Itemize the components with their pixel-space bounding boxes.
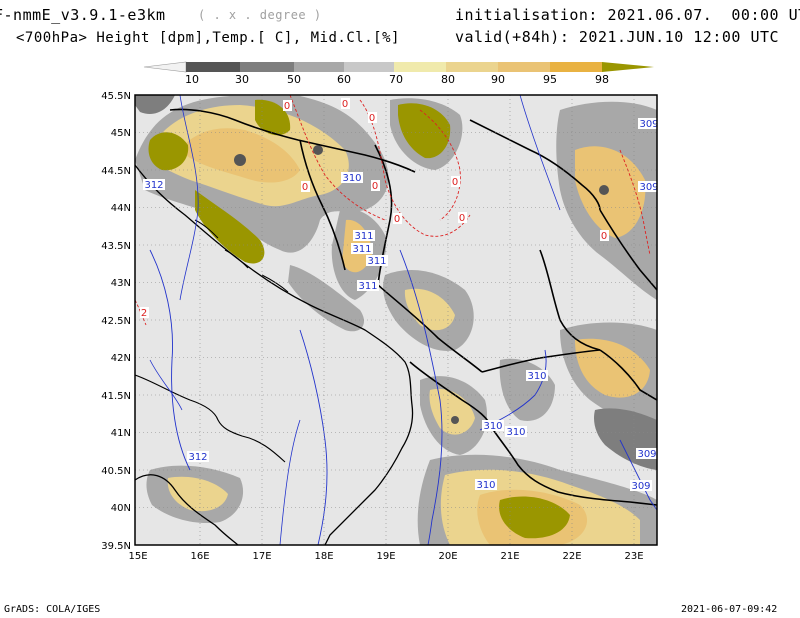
height-label: 310	[527, 371, 546, 382]
lon-label: 18E	[314, 551, 333, 562]
lon-label: 16E	[190, 551, 209, 562]
height-label: 311	[354, 231, 373, 242]
temp-label: 0	[601, 231, 607, 242]
colorbar-label: 90	[491, 73, 505, 86]
border	[599, 349, 657, 401]
temp-label: 0	[452, 177, 458, 188]
cloud-cover-field	[135, 95, 657, 545]
colorbar-swatch	[394, 62, 446, 72]
temp-label: 0	[369, 113, 375, 124]
border	[409, 361, 493, 429]
temp-label: 0	[342, 99, 348, 110]
border	[374, 144, 393, 286]
creation-timestamp: 2021-06-07-09:42	[681, 604, 778, 615]
height-label: 309	[639, 119, 658, 130]
height-label: 312	[144, 180, 163, 191]
lat-label: 41.5N	[101, 391, 131, 402]
lat-label: 40.5N	[101, 466, 131, 477]
temp-label: 0	[284, 101, 290, 112]
valid-time: valid(+84h): 2021.JUN.10 12:00 UTC	[455, 28, 780, 46]
lon-label: 17E	[252, 551, 271, 562]
height-label: 310	[483, 421, 502, 432]
temp-label: 0	[459, 213, 465, 224]
lon-label: 21E	[500, 551, 519, 562]
colorbar-swatch	[240, 62, 294, 72]
colorbar-label: 70	[389, 73, 403, 86]
apulia-coast	[135, 374, 286, 463]
colorbar-label: 98	[595, 73, 609, 86]
border	[169, 108, 416, 173]
height-label: 311	[358, 281, 377, 292]
height-label: 310	[342, 173, 361, 184]
height-label: 311	[367, 256, 386, 267]
colorbar-label: 50	[287, 73, 301, 86]
lat-label: 45N	[111, 128, 131, 139]
temp-label: 0	[302, 182, 308, 193]
border	[377, 284, 483, 373]
lat-label: 42.5N	[101, 316, 131, 327]
lat-label: 41N	[111, 428, 131, 439]
border	[469, 119, 601, 211]
model-subtitle: ( . x . degree )	[198, 8, 322, 22]
temp-label: 0	[394, 214, 400, 225]
lon-label: 23E	[624, 551, 643, 562]
italy-coast	[135, 474, 239, 545]
height-label: 310	[476, 480, 495, 491]
height-label: 309	[631, 481, 650, 492]
lat-label: 40N	[111, 503, 131, 514]
border	[599, 209, 657, 291]
lon-label: 22E	[562, 551, 581, 562]
height-label: 310	[506, 427, 525, 438]
border	[491, 427, 657, 506]
height-label: 311	[352, 244, 371, 255]
lat-label: 44.5N	[101, 166, 131, 177]
grads-credit: GrADS: COLA/IGES	[4, 604, 101, 615]
latitude-labels: 45.5N 45N 44.5N 44N 43.5N 43N 42.5N 42N …	[101, 91, 131, 552]
lon-label: 15E	[128, 551, 147, 562]
coastline	[135, 164, 414, 545]
colorbar-swatch	[186, 62, 240, 72]
temp-label: 0	[372, 181, 378, 192]
temp-label: 2	[141, 308, 147, 319]
lat-label: 39.5N	[101, 541, 131, 552]
colorbar-label: 30	[235, 73, 249, 86]
colorbar-swatch	[550, 62, 602, 72]
colorbar-high-arrow	[602, 62, 654, 72]
graticule	[135, 95, 657, 545]
colorbar-label: 60	[337, 73, 351, 86]
initialisation-time: initialisation: 2021.06.07. 00:00 UTC	[455, 6, 800, 24]
height-label: 309	[639, 182, 658, 193]
lat-label: 43.5N	[101, 241, 131, 252]
rivers	[149, 95, 561, 545]
map-frame	[134, 94, 658, 546]
colorbar-label: 80	[441, 73, 455, 86]
colorbar: 10 30 50 60 70 80 90 95 98	[143, 61, 654, 86]
colorbar-low-arrow	[143, 61, 187, 73]
colorbar-swatch	[446, 62, 498, 72]
model-title: F-nmmE_v3.9.1-e3km	[0, 6, 166, 24]
lat-label: 44N	[111, 203, 131, 214]
height-contours	[149, 249, 657, 545]
coastline-and-borders	[135, 108, 657, 545]
border	[299, 139, 346, 271]
colorbar-swatch	[498, 62, 550, 72]
lat-label: 42N	[111, 353, 131, 364]
height-contour-labels: 312 310 311 311 311 311 310 310 310 312 …	[143, 118, 658, 492]
colorbar-swatch	[294, 62, 344, 72]
colorbar-label: 95	[543, 73, 557, 86]
temperature-contour-labels: 0 0 0 0 0 0 0 0 0 2	[140, 98, 609, 319]
height-label: 309	[637, 449, 656, 460]
lon-label: 19E	[376, 551, 395, 562]
height-label: 312	[188, 452, 207, 463]
colorbar-label: 10	[185, 73, 199, 86]
lon-label: 20E	[438, 551, 457, 562]
border	[481, 349, 601, 373]
longitude-labels: 15E 16E 17E 18E 19E 20E 21E 22E 23E	[128, 551, 643, 562]
lat-label: 45.5N	[101, 91, 131, 102]
lat-label: 43N	[111, 278, 131, 289]
colorbar-swatch	[344, 62, 394, 72]
field-description: <700hPa> Height [dpm],Temp.[ C], Mid.Cl.…	[16, 30, 400, 46]
